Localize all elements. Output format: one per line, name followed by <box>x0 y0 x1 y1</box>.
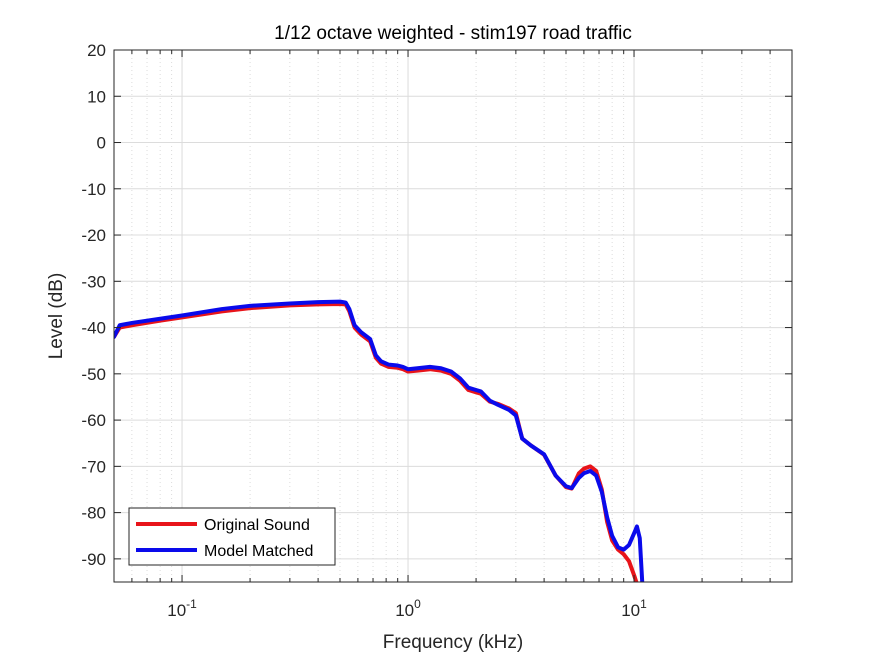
major-grid <box>114 49 792 582</box>
y-tick-label: -90 <box>81 550 106 569</box>
legend-box <box>128 507 336 566</box>
y-tick-label: -50 <box>81 365 106 384</box>
minor-grid <box>113 50 793 582</box>
legend-label-original-sound: Original Sound <box>204 517 310 534</box>
x-tick-label: 100 <box>395 597 421 620</box>
x-axis-title: Frequency (kHz) <box>383 632 523 653</box>
y-axis: 20 10 0 -10 -20 -30 -40 -50 -60 -70 -80 -90 <box>81 41 792 569</box>
chart-title: 1/12 octave weighted - stim197 road traf… <box>274 23 632 44</box>
x-axis: 10-1 100 101 <box>113 50 793 620</box>
y-tick-label: -60 <box>81 411 106 430</box>
y-tick-label: 0 <box>97 134 106 153</box>
plot-frame <box>113 49 793 583</box>
legend: Original Sound Model Matched <box>128 507 336 566</box>
y-tick-label: -30 <box>81 272 106 291</box>
y-axis-title: Level (dB) <box>46 273 67 360</box>
series-layer <box>114 299 645 582</box>
series-line-model-matched <box>114 299 645 582</box>
y-tick-label: 20 <box>87 41 106 60</box>
legend-label-model-matched: Model Matched <box>204 543 313 560</box>
y-tick-label: -40 <box>81 319 106 338</box>
y-tick-label: -20 <box>81 226 106 245</box>
x-tick-label: 101 <box>621 597 647 620</box>
x-tick-label: 10-1 <box>167 597 197 620</box>
plot-area <box>114 50 792 582</box>
y-tick-label: -70 <box>81 457 106 476</box>
y-tick-label: -80 <box>81 504 106 523</box>
y-tick-label: -10 <box>81 180 106 199</box>
y-tick-label: 10 <box>87 87 106 106</box>
